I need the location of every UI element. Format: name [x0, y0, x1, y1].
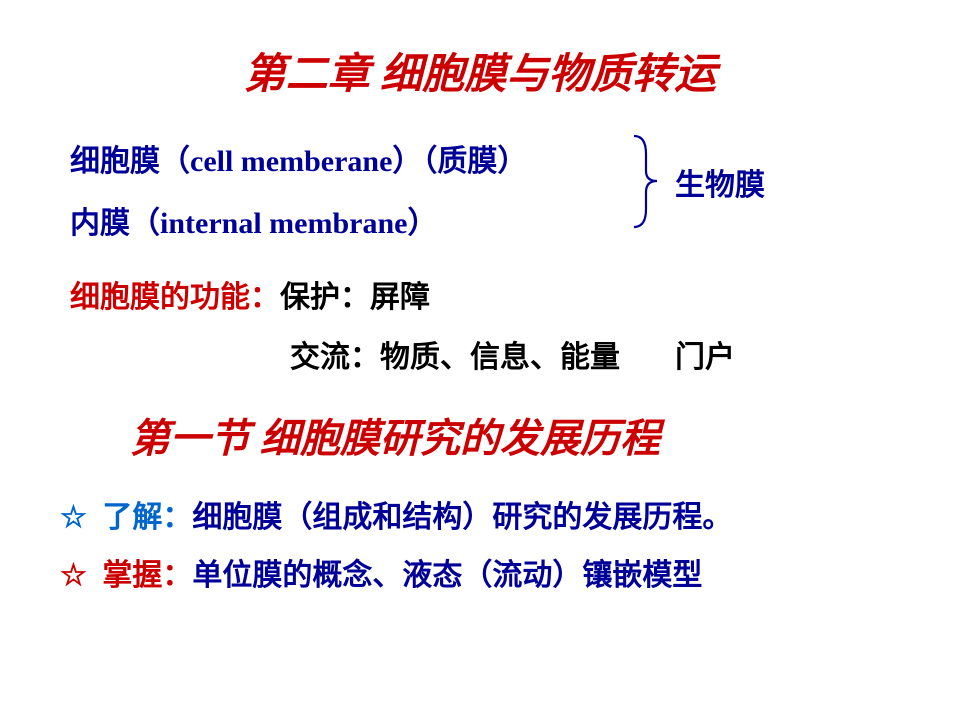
membrane-line-2: 内膜（internal membrane） — [70, 198, 900, 242]
latin-term: cell memberane — [190, 145, 392, 178]
objective-body: 单位膜的概念、液态（流动）镶嵌模型 — [192, 559, 702, 592]
objective-body: 细胞膜（组成和结构）研究的发展历程。 — [192, 501, 732, 534]
membrane-definitions: 细胞膜（cell memberane）（质膜） 内膜（internal memb… — [70, 136, 900, 242]
membrane-line-1: 细胞膜（cell memberane）（质膜） — [70, 136, 900, 180]
text: 内膜（ — [70, 207, 160, 240]
objective-master: ☆ 掌握：单位膜的概念、液态（流动）镶嵌模型 — [60, 550, 900, 594]
chapter-title: 第二章 细胞膜与物质转运 — [60, 40, 900, 101]
slide: 第二章 细胞膜与物质转运 细胞膜（cell memberane）（质膜） 内膜（… — [0, 0, 960, 720]
function-gate: 门户 — [675, 341, 735, 374]
objective-head: 了解： — [102, 501, 192, 534]
function-row-protect: 细胞膜的功能：保护：屏障 — [70, 272, 900, 316]
text: ） — [407, 207, 437, 240]
function-block: 细胞膜的功能：保护：屏障 交流：物质、信息、能量 门户 — [70, 272, 900, 376]
star-icon: ☆ — [60, 559, 87, 592]
brace-label: 生物膜 — [675, 160, 765, 204]
right-brace-icon — [630, 134, 660, 229]
text: ）（质膜） — [392, 145, 527, 178]
function-exchange: 交流：物质、信息、能量 — [290, 341, 620, 374]
objective-head: 掌握： — [102, 559, 192, 592]
latin-term: internal membrane — [160, 207, 407, 240]
text: 细胞膜（ — [70, 145, 190, 178]
function-head: 细胞膜的功能： — [70, 281, 280, 314]
brace-group: 生物膜 — [630, 134, 765, 229]
section-title: 第一节 细胞膜研究的发展历程 — [130, 406, 900, 464]
objective-understand: ☆ 了解：细胞膜（组成和结构）研究的发展历程。 — [60, 492, 900, 536]
function-row-exchange: 交流：物质、信息、能量 门户 — [70, 332, 900, 376]
star-icon: ☆ — [60, 501, 87, 534]
function-protect: 保护：屏障 — [280, 281, 430, 314]
